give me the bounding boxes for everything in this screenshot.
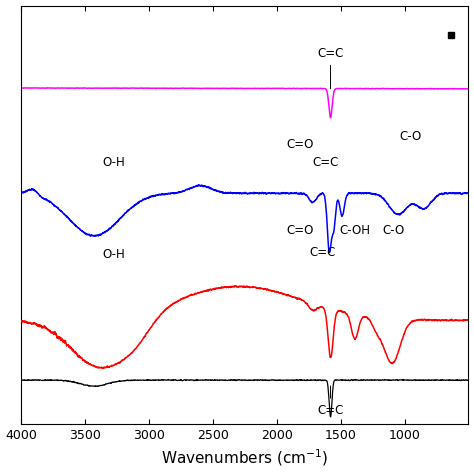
X-axis label: Wavenumbers (cm$^{-1}$): Wavenumbers (cm$^{-1}$): [161, 448, 328, 468]
Text: C=O: C=O: [286, 224, 314, 237]
Text: C-O: C-O: [382, 224, 404, 237]
Text: C=O: C=O: [286, 137, 314, 151]
Text: O-H: O-H: [102, 156, 125, 169]
Text: O-H: O-H: [102, 248, 125, 261]
Text: C=C: C=C: [317, 386, 344, 417]
Text: C-OH: C-OH: [339, 224, 370, 237]
Text: C=C: C=C: [317, 47, 344, 89]
Text: C=C: C=C: [312, 156, 338, 169]
Text: C=C: C=C: [310, 246, 336, 259]
Text: C-O: C-O: [400, 130, 422, 143]
